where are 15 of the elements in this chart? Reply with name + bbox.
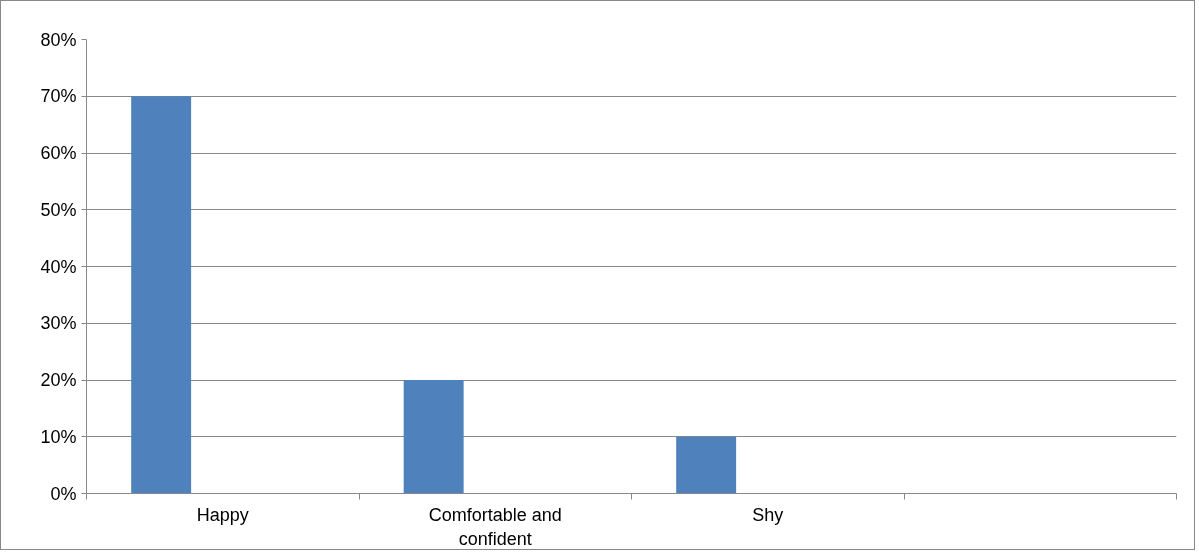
y-tick-label: 80% bbox=[40, 29, 77, 50]
y-tick-label: 30% bbox=[40, 313, 77, 334]
y-tick-label: 50% bbox=[40, 199, 77, 220]
bar bbox=[403, 380, 464, 494]
x-tick-label: Comfortable and confident bbox=[428, 504, 562, 549]
y-tick-label: 70% bbox=[40, 86, 77, 107]
y-tick-label: 10% bbox=[40, 426, 77, 447]
y-tick-label: 0% bbox=[50, 483, 77, 504]
x-tick-label: Shy bbox=[752, 504, 784, 525]
y-tick-label: 60% bbox=[40, 143, 77, 163]
bar bbox=[676, 436, 737, 494]
x-tick-label: Happy bbox=[196, 504, 249, 525]
y-tick-label: 20% bbox=[40, 370, 77, 390]
y-tick-label: 40% bbox=[40, 256, 77, 277]
bar bbox=[131, 96, 192, 494]
